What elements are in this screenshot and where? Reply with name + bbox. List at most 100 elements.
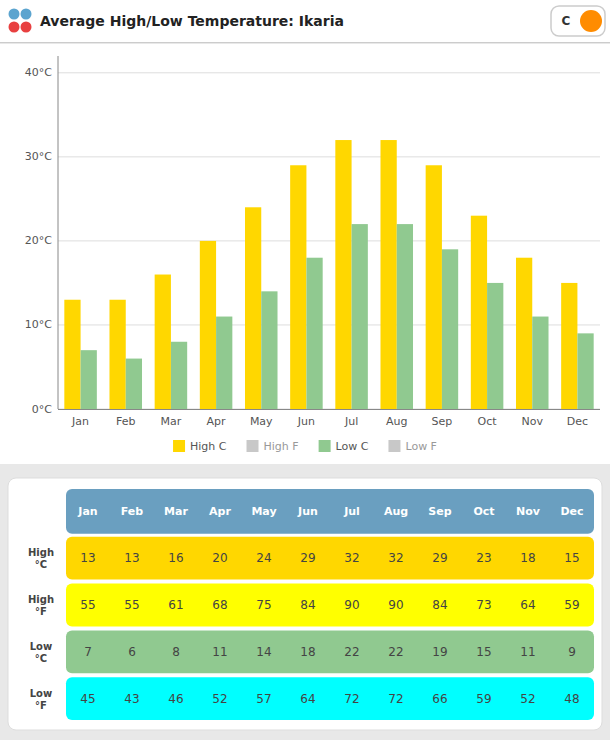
table-cell: 20 [212,551,227,565]
table-cell: 48 [564,692,579,706]
table-column-label: Nov [516,505,541,518]
table-cell: 45 [80,692,95,706]
table-cell: 64 [520,598,535,612]
header-background [0,0,610,42]
x-tick-label: Aug [386,415,407,428]
legend-item: High C [173,440,227,453]
table-column-label: Jun [297,505,318,518]
table-cell: 11 [520,645,535,659]
table-cell: 43 [124,692,139,706]
table-cell: 24 [256,551,271,565]
bar [561,283,577,409]
bar [109,300,125,409]
table-cell: 32 [388,551,403,565]
legend-label: High C [190,440,227,453]
table: JanFebMarAprMayJunJulAugSepOctNovDecHigh… [28,489,594,720]
table-cell: 18 [520,551,535,565]
toggle-knob [580,10,602,32]
toggle-frame [551,6,605,36]
y-tick-label: 20°C [25,234,52,247]
bar [200,241,216,409]
y-axis-line [58,56,59,409]
legend-label: High F [264,440,299,453]
bar [216,317,232,409]
table-cell: 22 [344,645,359,659]
table-cell: 55 [80,598,95,612]
bar [290,165,306,409]
bar [306,258,322,409]
x-tick-label: Feb [116,415,135,428]
table-cell: 72 [388,692,403,706]
table-column-label: Dec [560,505,583,518]
legend-item: Low F [388,440,437,453]
legend-swatch [247,440,259,452]
x-tick-label: Dec [567,415,588,428]
table-cell: 11 [212,645,227,659]
legend-swatch [319,440,331,452]
table-row-label: High°F [28,594,54,617]
legend: High C High F Low C Low F [173,440,437,453]
logo-dot [9,22,20,33]
x-tick-label: May [250,415,273,428]
logo-dot [21,22,32,33]
table-column-label: Aug [384,505,408,518]
x-tick-label: Jun [297,415,315,428]
bars [64,140,593,409]
bar [352,224,368,409]
bar [577,333,593,409]
table-cell: 7 [84,645,92,659]
unit-toggle[interactable]: C [551,6,605,36]
y-tick-label: 10°C [25,318,52,331]
table-cell: 64 [300,692,315,706]
table-cell: 73 [476,598,491,612]
table-cell: 13 [80,551,95,565]
x-tick-label: Jan [71,415,89,428]
bar [471,216,487,409]
y-tick-label: 0°C [32,403,52,416]
table-cell: 61 [168,598,183,612]
bar [442,249,458,409]
table-cell: 84 [432,598,447,612]
bar [64,300,80,409]
y-grid [58,73,600,409]
table-row-label: Low°C [30,641,52,664]
bar [261,291,277,409]
y-tick-label: 40°C [25,66,52,79]
table-cell: 14 [256,645,271,659]
table-row [66,537,594,580]
table-cell: 29 [300,551,315,565]
bar [81,350,97,409]
table-cell: 18 [300,645,315,659]
table-header [66,489,594,534]
logo-dot [21,9,32,20]
table-cell: 55 [124,598,139,612]
y-tick-label: 30°C [25,150,52,163]
legend-label: Low F [405,440,437,453]
x-tick-label: Apr [207,415,227,428]
table-column-label: Sep [428,505,451,518]
table-cell: 72 [344,692,359,706]
grid-line [58,156,600,157]
table-cell: 22 [388,645,403,659]
table-cell: 29 [432,551,447,565]
table-row-label: High°C [28,547,54,570]
header-separator [0,42,610,43]
bar [171,342,187,409]
legend-label: Low C [336,440,369,453]
grid-line [58,72,600,73]
x-axis-line [58,409,600,410]
table-cell: 9 [568,645,576,659]
x-tick-label: Sep [432,415,453,428]
bar [426,165,442,409]
table-cell: 23 [476,551,491,565]
legend-item: High F [247,440,299,453]
table-cell: 90 [344,598,359,612]
bar [245,207,261,409]
table-cell: 8 [172,645,180,659]
table-cell: 32 [344,551,359,565]
logo-dot [9,9,20,20]
chart-background [0,44,610,464]
table-cell: 59 [564,598,579,612]
table-cell: 59 [476,692,491,706]
bar [335,140,351,409]
